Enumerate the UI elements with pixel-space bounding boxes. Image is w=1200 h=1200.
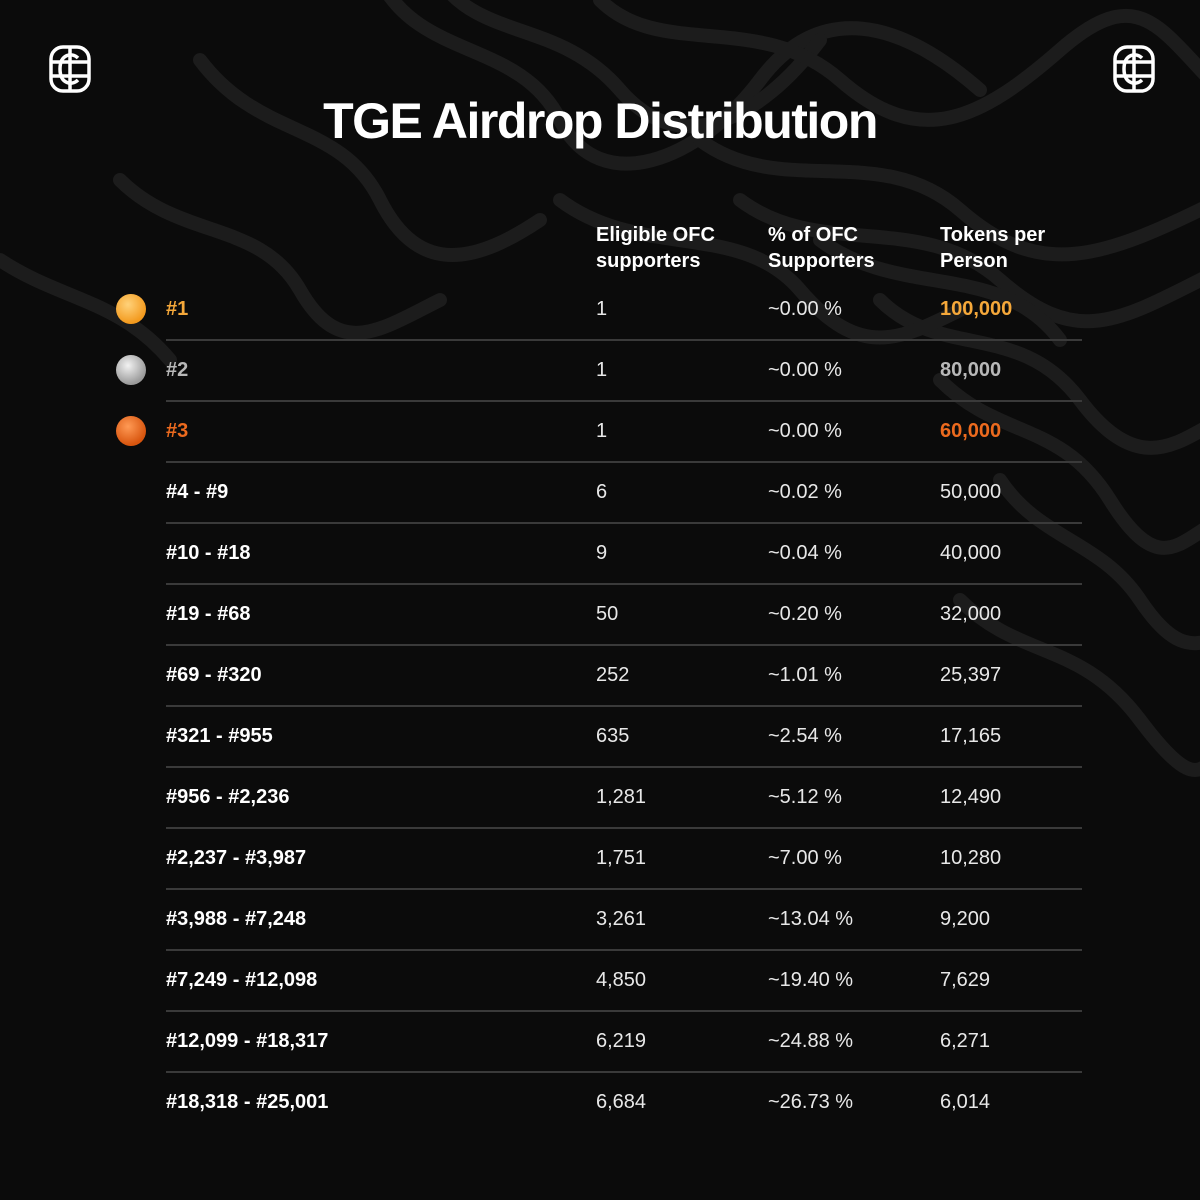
gold-medal-icon [116,294,146,324]
rank-cell: #2,237 - #3,987 [166,847,307,869]
table-row: #4 - #9 6 ~0.02 % 50,000 [166,463,1082,524]
eligible-cell: 6 [596,481,608,503]
rank-cell: #1 [166,298,189,320]
rank-cell: #10 - #18 [166,542,251,564]
percent-cell: ~24.88 % [768,1030,854,1052]
table-row: #19 - #68 50 ~0.20 % 32,000 [166,585,1082,646]
percent-cell: ~26.73 % [768,1091,854,1113]
header-eligible: Eligible OFC supporters [596,222,766,274]
percent-cell: ~2.54 % [768,725,842,747]
percent-cell: ~0.00 % [768,359,842,381]
percent-cell: ~7.00 % [768,847,842,869]
eligible-cell: 635 [596,725,630,747]
eligible-cell: 4,850 [596,969,647,991]
rank-cell: #4 - #9 [166,481,229,503]
tokens-cell: 80,000 [940,359,1002,381]
rank-cell: #3,988 - #7,248 [166,908,307,930]
table-row: #12,099 - #18,317 6,219 ~24.88 % 6,271 [166,1012,1082,1073]
percent-cell: ~0.00 % [768,298,842,320]
eligible-cell: 50 [596,603,619,625]
header-percent: % of OFC Supporters [768,222,938,274]
percent-cell: ~19.40 % [768,969,854,991]
table-row: #1 1 ~0.00 % 100,000 [116,280,1082,341]
tokens-cell: 32,000 [940,603,1002,625]
eligible-cell: 1 [596,420,608,442]
header-eligible-line1: Eligible OFC [596,224,715,246]
tokens-cell: 9,200 [940,908,991,930]
table-row: #18,318 - #25,001 6,684 ~26.73 % 6,014 [166,1073,1082,1132]
eligible-cell: 1,281 [596,786,647,808]
tokens-cell: 100,000 [940,298,1013,320]
header-tokens: Tokens per Person [940,222,1110,274]
eligible-cell: 3,261 [596,908,647,930]
percent-cell: ~5.12 % [768,786,842,808]
eligible-cell: 6,219 [596,1030,647,1052]
bronze-medal-icon [116,416,146,446]
table-row: #321 - #955 635 ~2.54 % 17,165 [166,707,1082,768]
percent-cell: ~13.04 % [768,908,854,930]
rank-cell: #2 [166,359,189,381]
rank-cell: #69 - #320 [166,664,262,686]
header-percent-line2: Supporters [768,250,875,272]
table-row: #2,237 - #3,987 1,751 ~7.00 % 10,280 [166,829,1082,890]
rank-cell: #19 - #68 [166,603,251,625]
eligible-cell: 252 [596,664,630,686]
eligible-cell: 1 [596,359,608,381]
table-row: #2 1 ~0.00 % 80,000 [116,341,1082,402]
silver-medal-icon [116,355,146,385]
percent-cell: ~0.04 % [768,542,842,564]
tokens-cell: 50,000 [940,481,1002,503]
tokens-cell: 7,629 [940,969,991,991]
header-tokens-line1: Tokens per [940,224,1046,246]
table-row: #3 1 ~0.00 % 60,000 [116,402,1082,463]
header-tokens-line2: Person [940,250,1008,272]
page-title: TGE Airdrop Distribution [323,93,878,149]
ofc-logo-icon [49,45,91,93]
table-row: #69 - #320 252 ~1.01 % 25,397 [166,646,1082,707]
rank-cell: #321 - #955 [166,725,273,747]
table-row: #956 - #2,236 1,281 ~5.12 % 12,490 [166,768,1082,829]
tokens-cell: 10,280 [940,847,1002,869]
ofc-logo-icon [1113,45,1155,93]
percent-cell: ~1.01 % [768,664,842,686]
eligible-cell: 6,684 [596,1091,647,1113]
rank-cell: #18,318 - #25,001 [166,1091,329,1113]
percent-cell: ~0.20 % [768,603,842,625]
rank-cell: #956 - #2,236 [166,786,290,808]
eligible-cell: 9 [596,542,608,564]
tokens-cell: 17,165 [940,725,1002,747]
rank-cell: #12,099 - #18,317 [166,1030,329,1052]
eligible-cell: 1,751 [596,847,647,869]
table-row: #3,988 - #7,248 3,261 ~13.04 % 9,200 [166,890,1082,951]
tokens-cell: 6,271 [940,1030,991,1052]
percent-cell: ~0.02 % [768,481,842,503]
header-eligible-line2: supporters [596,250,701,272]
tokens-cell: 40,000 [940,542,1002,564]
tokens-cell: 12,490 [940,786,1002,808]
tokens-cell: 6,014 [940,1091,991,1113]
percent-cell: ~0.00 % [768,420,842,442]
tokens-cell: 25,397 [940,664,1002,686]
table-row: #7,249 - #12,098 4,850 ~19.40 % 7,629 [166,951,1082,1012]
header-percent-line1: % of OFC [768,224,858,246]
eligible-cell: 1 [596,298,608,320]
tokens-cell: 60,000 [940,420,1002,442]
rank-cell: #3 [166,420,189,442]
table-row: #10 - #18 9 ~0.04 % 40,000 [166,524,1082,585]
rank-cell: #7,249 - #12,098 [166,969,318,991]
distribution-table: #1 1 ~0.00 % 100,000 #2 1 ~0.00 % 80,000 #3 1 ~0.0… [0,280,1200,1132]
